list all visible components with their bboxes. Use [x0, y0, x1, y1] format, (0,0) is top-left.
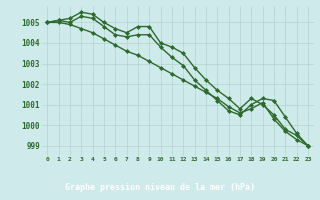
Text: Graphe pression niveau de la mer (hPa): Graphe pression niveau de la mer (hPa)	[65, 182, 255, 192]
